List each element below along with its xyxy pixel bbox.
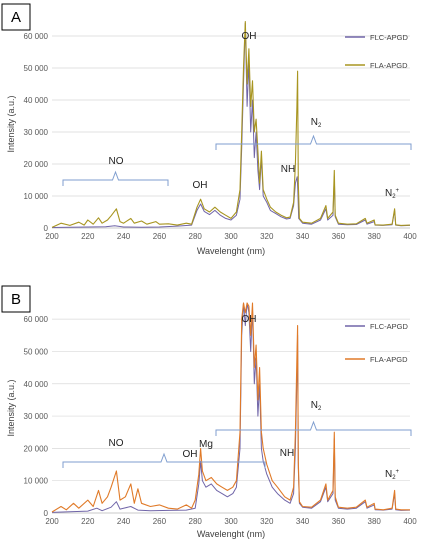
- x-tick-label: 400: [403, 232, 417, 241]
- x-tick-label: 240: [117, 232, 131, 241]
- x-tick-label: 360: [332, 517, 346, 526]
- y-tick-label: 0: [44, 224, 49, 233]
- panel-label-box: [1, 3, 31, 31]
- series-line-flc-apgd: [51, 22, 411, 228]
- x-tick-label: 280: [189, 232, 203, 241]
- x-tick-label: 260: [153, 232, 167, 241]
- y-tick-label: 40 000: [24, 380, 49, 389]
- y-axis-title: Intensity (a.u.): [6, 379, 16, 436]
- y-tick-label: 30 000: [24, 128, 49, 137]
- annotation-label: NH: [281, 164, 295, 175]
- legend-label: FLA-APGD: [370, 61, 408, 70]
- panel-label-box: [1, 285, 31, 313]
- annotation-label: OH: [183, 449, 198, 460]
- y-tick-label: 50 000: [24, 64, 49, 73]
- y-tick-label: 10 000: [24, 477, 49, 486]
- chart-panel-B: 0 10 000 20 000 30 000 40 000 50 000 60 000 200…: [1, 285, 417, 539]
- legend-label: FLA-APGD: [370, 355, 408, 364]
- y-axis-title: Intensity (a.u.): [6, 95, 16, 152]
- x-tick-label: 380: [368, 232, 382, 241]
- annotation-label: OH: [242, 31, 257, 42]
- x-tick-label: 360: [332, 232, 346, 241]
- y-tick-label: 20 000: [24, 444, 49, 453]
- x-tick-label: 340: [296, 232, 310, 241]
- annotation-label: N2: [311, 117, 322, 129]
- panel-label: A: [11, 9, 21, 26]
- x-tick-label: 340: [296, 517, 310, 526]
- y-tick-label: 40 000: [24, 96, 49, 105]
- annotation-label: OH: [193, 180, 208, 191]
- x-tick-label: 200: [45, 517, 59, 526]
- x-tick-label: 200: [45, 232, 59, 241]
- x-axis-title: Wavelenght (nm): [197, 246, 265, 256]
- annotation-label: NO: [109, 438, 124, 449]
- legend-label: FLC-APGD: [370, 322, 409, 331]
- x-tick-label: 240: [117, 517, 131, 526]
- x-tick-label: 400: [403, 517, 417, 526]
- panel-label: B: [11, 291, 21, 308]
- annotation-label: N2+: [385, 469, 400, 481]
- y-tick-label: 60 000: [24, 32, 49, 41]
- bracket: [215, 134, 412, 150]
- y-tick-label: 0: [44, 509, 49, 518]
- annotation-label: OH: [242, 314, 257, 325]
- series-line-flc-apgd: [51, 302, 411, 513]
- series-line-fla-apgd: [51, 302, 410, 513]
- x-tick-label: 280: [189, 517, 203, 526]
- x-tick-label: 380: [368, 517, 382, 526]
- bracket: [62, 170, 169, 186]
- y-tick-label: 10 000: [24, 192, 49, 201]
- annotation-label: NO: [109, 156, 124, 167]
- y-tick-label: 50 000: [24, 347, 49, 356]
- x-tick-label: 300: [224, 517, 238, 526]
- bracket: [62, 452, 266, 468]
- x-tick-label: 320: [260, 232, 274, 241]
- annotation-label: Mg: [199, 439, 213, 450]
- x-tick-label: 220: [81, 232, 95, 241]
- x-axis-title: Wavelenght (nm): [197, 529, 265, 539]
- y-tick-label: 30 000: [24, 412, 49, 421]
- y-tick-label: 20 000: [24, 160, 49, 169]
- bracket: [215, 420, 412, 436]
- y-tick-label: 60 000: [24, 315, 49, 324]
- chart-panel-A: 0 10 000 20 000 30 000 40 000 50 000 60 000 200…: [1, 3, 417, 256]
- x-tick-label: 320: [260, 517, 274, 526]
- series-line-fla-apgd: [51, 21, 411, 228]
- annotation-label: N2+: [385, 188, 400, 200]
- annotation-label: NH: [280, 448, 294, 459]
- x-tick-label: 220: [81, 517, 95, 526]
- annotation-label: N2: [311, 400, 322, 412]
- x-tick-label: 260: [153, 517, 167, 526]
- x-tick-label: 300: [224, 232, 238, 241]
- legend-label: FLC-APGD: [370, 33, 409, 42]
